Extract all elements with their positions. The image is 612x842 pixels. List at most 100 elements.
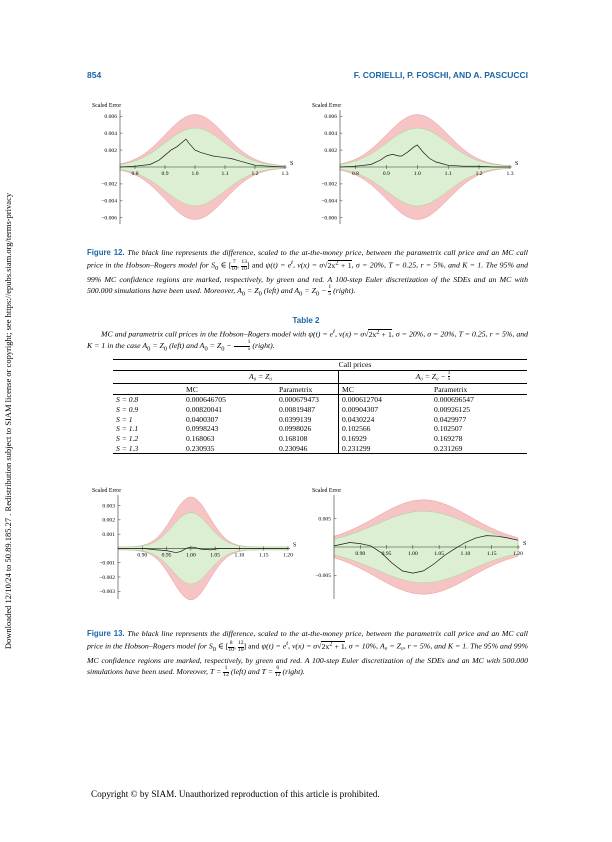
- x-tick-label: 1.1: [445, 171, 452, 177]
- group-header-left: A₀ = Z₀: [183, 370, 339, 384]
- x-tick-label: 1.05: [434, 551, 444, 557]
- table-cell: 0.102507: [434, 424, 463, 434]
- x-tick-label: 1.05: [210, 552, 220, 558]
- table2-caption-final: (right).: [252, 341, 275, 351]
- table-cell: 0.000696547: [434, 395, 474, 405]
- table-cell: 0.0430224: [342, 414, 375, 424]
- table-row: S = 1.1 0.0998243 0.0998026 0.102566 0.10250…: [113, 424, 527, 434]
- row-label: S = 1.3: [116, 443, 139, 453]
- table2-caption-end: (left) and A: [169, 341, 205, 351]
- x-tick-label: 1.00: [408, 551, 418, 557]
- figure13-caption-text-f: (right).: [282, 667, 305, 677]
- figure13-caption: Figure 13. The black line represents the…: [87, 629, 529, 679]
- figure13-left-chart: 0.90 0.95 1.00 1.05 1.10 1.15 1.20 0.003 0.002 0.…: [92, 488, 296, 601]
- error-curve: [339, 144, 510, 168]
- table-cell: 0.00904307: [342, 405, 379, 414]
- y-tick-label: −0.001: [99, 561, 115, 567]
- figure13-caption-text-a: The black line represents the difference…: [87, 629, 528, 651]
- row-label: S = 1.1: [116, 424, 139, 434]
- x-tick-label: 1.3: [282, 171, 289, 177]
- y-axis-label: Scaled Error: [312, 488, 341, 494]
- y-tick-label: 0.002: [102, 518, 115, 524]
- table-cell: 0.102566: [342, 424, 371, 434]
- y-tick-label: 0.006: [104, 114, 117, 120]
- table2-caption-text: MC and parametrix call prices in the Hob…: [101, 329, 334, 339]
- side-note-text: Downloaded 12/10/24 to 50.89.185.27 . Re…: [3, 192, 13, 650]
- y-tick-label: −0.002: [101, 182, 117, 188]
- table-cell: 0.231299: [342, 443, 371, 453]
- table-cell: 0.0998243: [186, 424, 219, 434]
- x-tick-label: 1.0: [414, 171, 421, 177]
- table-row: S = 1 0.0400307 0.0399139 0.0430224 0.042997…: [113, 414, 527, 425]
- y-tick-label: −0.006: [321, 216, 337, 222]
- y-tick-label: −0.002: [99, 575, 115, 581]
- figure13-caption-text-e: (left) and T =: [230, 667, 273, 677]
- table2-caption-tail: σ = 20%, T = 0.25, r = 5%, and K = 1 in …: [87, 329, 529, 351]
- row-label: S = 0.8: [116, 395, 139, 405]
- error-curve: [119, 138, 286, 168]
- x-tick-label: 1.10: [461, 551, 471, 557]
- table-cell: 0.00926125: [434, 405, 471, 414]
- y-tick-label: 0.003: [102, 503, 115, 509]
- table2-caption: MC and parametrix call prices in the Hob…: [87, 328, 529, 353]
- x-axis-label: S: [515, 161, 518, 167]
- x-tick-label: 0.90: [137, 552, 147, 558]
- table-row: S = 0.8 0.000646705 0.000679473 0.000612704…: [113, 394, 527, 405]
- y-tick-label: 0.001: [102, 532, 115, 538]
- table-cell: 0.168108: [276, 433, 339, 444]
- table-super-header: Call prices: [338, 360, 372, 370]
- figure12-caption-text-d: σ = 20%, T = 0.25, r = 5%, and K = 1. Th…: [87, 261, 528, 296]
- figure12-left-chart: 0.8 0.9 1.0 1.1 1.2 1.3 0.006 0.004 0.002 −0.002 −…: [92, 103, 293, 224]
- x-tick-label: 1.00: [186, 552, 196, 558]
- y-tick-label: 0.002: [324, 148, 337, 154]
- x-tick-label: 1.20: [513, 551, 523, 557]
- y-tick-label: −0.003: [99, 589, 115, 595]
- table-cell: 0.168063: [186, 434, 215, 444]
- y-tick-label: 0.004: [104, 131, 117, 137]
- y-axis-label: Scaled Error: [312, 103, 341, 109]
- x-tick-label: 0.8: [132, 171, 139, 177]
- table2-label: Table 2: [292, 316, 320, 325]
- table-cell: 0.231269: [434, 443, 463, 453]
- x-tick-label: 0.90: [355, 551, 365, 557]
- x-tick-label: 1.0: [192, 171, 199, 177]
- copyright-footer: Copyright © by SIAM. Unauthorized reprod…: [91, 789, 380, 799]
- y-tick-label: −0.004: [101, 199, 117, 205]
- table-row: S = 1.3 0.230935 0.230946 0.231299 0.231269: [113, 443, 527, 454]
- y-tick-label: 0.006: [324, 114, 337, 120]
- figure12-caption: Figure 12. The black line represents the…: [87, 248, 528, 298]
- col-par-left: Parametrix: [276, 383, 339, 395]
- x-axis-label: S: [523, 541, 526, 547]
- table-cell: 0.000646705: [186, 395, 226, 405]
- y-tick-label: 0.004: [324, 131, 337, 137]
- table-cell: 0.0998026: [276, 424, 339, 434]
- error-curve: [118, 546, 288, 554]
- y-axis-label: Scaled Error: [92, 103, 121, 109]
- y-tick-label: −0.002: [321, 182, 337, 188]
- x-axis-label: S: [293, 542, 296, 548]
- x-tick-label: 0.9: [383, 171, 390, 177]
- page-number: 854: [87, 70, 102, 80]
- table-row: S = 0.9 0.00820041 0.00819487 0.00904307 0.0…: [113, 404, 527, 415]
- figure12-label: Figure 12.: [87, 248, 125, 257]
- table-cell: 0.16929: [342, 434, 367, 444]
- table-cell: 0.00819487: [276, 404, 339, 415]
- table-cell: 0.0399139: [276, 414, 339, 425]
- y-tick-label: 0.002: [104, 148, 117, 154]
- x-tick-label: 1.2: [252, 171, 259, 177]
- table-cell: 0.000612704: [342, 395, 382, 405]
- col-mc-left: MC: [186, 384, 198, 394]
- table-row: S = 1.2 0.168063 0.168108 0.16929 0.169278: [113, 433, 527, 444]
- x-tick-label: 0.8: [352, 171, 359, 177]
- side-note: Downloaded 12/10/24 to 50.89.185.27 . Re…: [0, 0, 16, 842]
- running-authors: F. CORIELLI, P. FOSCHI, AND A. PASCUCCI: [353, 70, 528, 80]
- error-curve: [333, 535, 519, 574]
- table-cell: 0.00820041: [186, 405, 223, 414]
- col-par-right: Parametrix: [434, 384, 468, 394]
- row-label: S = 0.9: [116, 405, 139, 414]
- x-tick-label: 0.95: [162, 552, 172, 558]
- table-cell: 0.230935: [186, 443, 215, 453]
- figure12-caption-text-f: (right).: [333, 286, 356, 296]
